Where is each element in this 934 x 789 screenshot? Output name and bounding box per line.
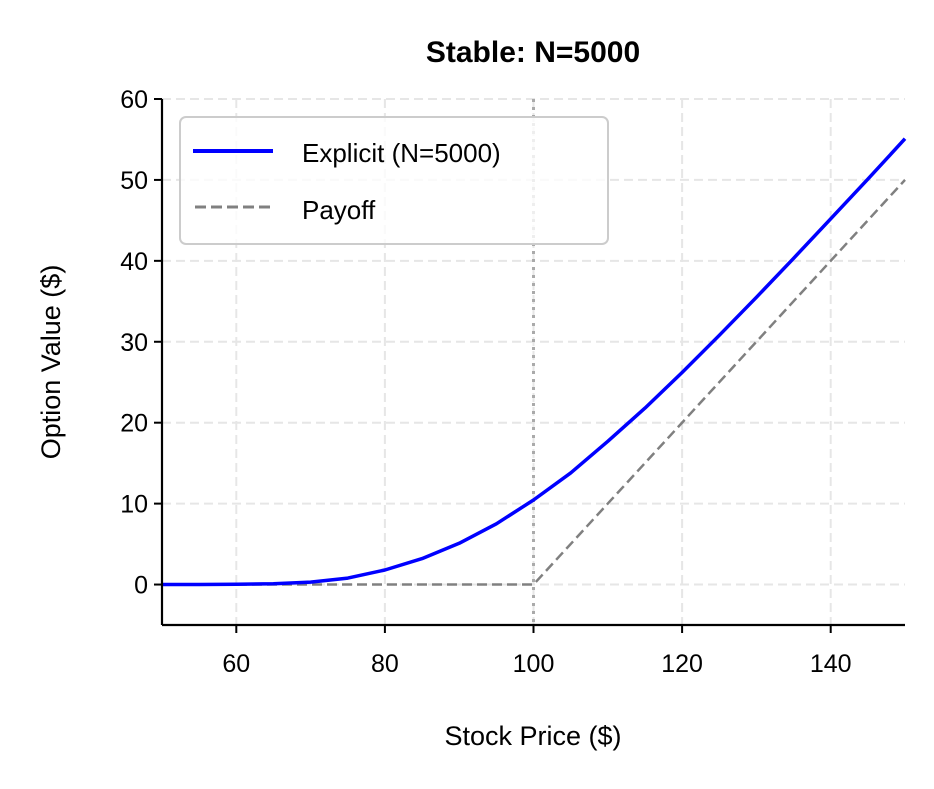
tick-labels: 60 80 100 120 140 0 10 20 30 40 50 60 bbox=[120, 86, 851, 678]
chart-title: Stable: N=5000 bbox=[426, 36, 640, 69]
y-tick-label: 60 bbox=[120, 86, 148, 114]
x-tick-label: 120 bbox=[661, 650, 703, 678]
y-tick-label: 50 bbox=[120, 167, 148, 195]
y-tick-label: 30 bbox=[120, 329, 148, 357]
x-tick-label: 140 bbox=[810, 650, 852, 678]
x-axis-label: Stock Price ($) bbox=[444, 721, 621, 751]
x-tick-label: 60 bbox=[222, 650, 250, 678]
legend-label-explicit: Explicit (N=5000) bbox=[302, 138, 501, 168]
legend: Explicit (N=5000) Payoff bbox=[179, 116, 609, 245]
legend-label-payoff: Payoff bbox=[302, 195, 376, 225]
y-axis-label: Option Value ($) bbox=[36, 265, 66, 460]
axes bbox=[154, 98, 905, 633]
y-tick-label: 10 bbox=[120, 491, 148, 519]
y-tick-label: 0 bbox=[134, 572, 148, 600]
series-line-explicit bbox=[162, 137, 907, 587]
x-tick-label: 80 bbox=[371, 650, 399, 678]
data-series bbox=[162, 137, 907, 587]
y-tick-label: 40 bbox=[120, 248, 148, 276]
y-tick-label: 20 bbox=[120, 410, 148, 438]
x-tick-label: 100 bbox=[513, 650, 555, 678]
legend-box bbox=[179, 116, 609, 245]
